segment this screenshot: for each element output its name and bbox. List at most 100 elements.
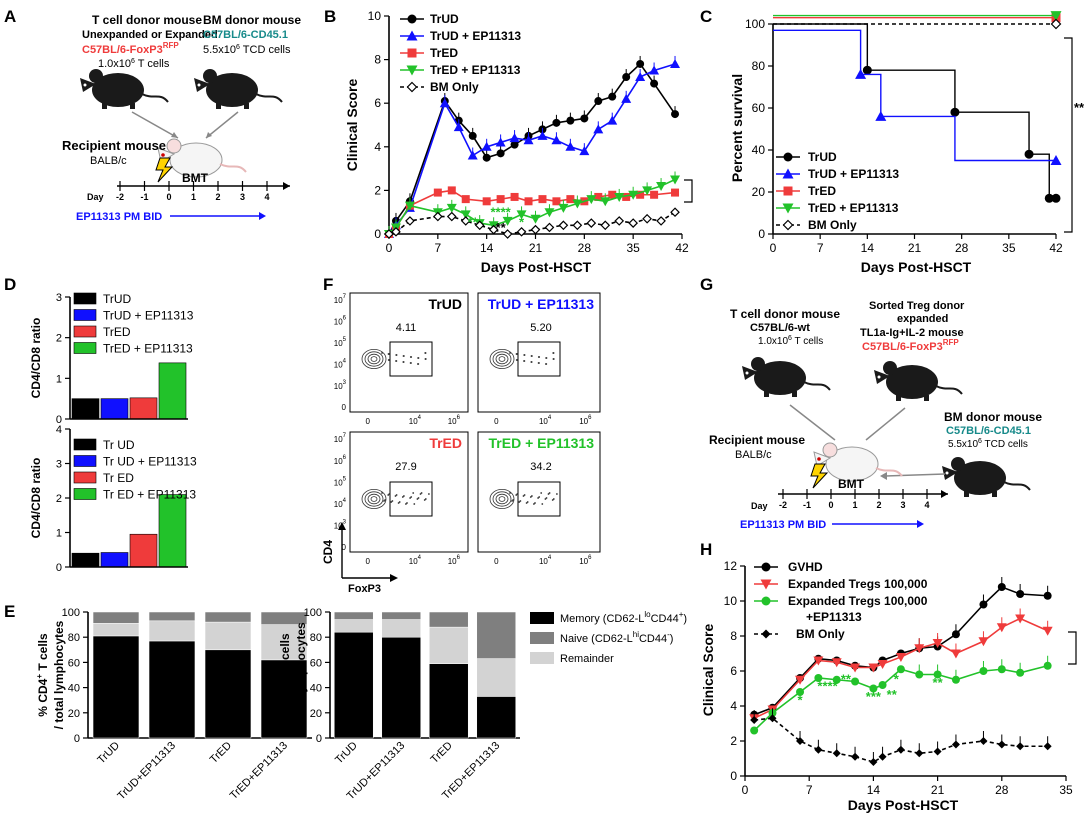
x-tick-label: 106 [448, 555, 461, 566]
day-tick-label: 4 [924, 500, 929, 510]
event-dot [409, 497, 411, 499]
data-point [997, 740, 1006, 749]
data-point [566, 116, 575, 125]
data-point [997, 665, 1006, 674]
event-dot [545, 357, 547, 359]
legend-label-line2: +EP11313 [806, 610, 862, 624]
g-tcell-donor-mouse-icon [741, 356, 831, 398]
contour [498, 356, 506, 362]
x-tick-label: 0 [494, 557, 499, 566]
contour [361, 348, 387, 369]
event-dot [413, 503, 416, 505]
data-point [551, 135, 562, 145]
event-dot [556, 493, 558, 495]
stacked-segment [476, 696, 516, 739]
significance-bracket [684, 179, 693, 203]
significance-bracket [1068, 631, 1077, 665]
data-point [453, 122, 464, 132]
g-treg-title: Sorted Treg donor [869, 300, 965, 312]
g-treg-sub: expanded [897, 313, 948, 325]
x-tick-label: 21 [931, 783, 945, 797]
g-tcell-dose: 1.0x106 T cells [758, 335, 823, 347]
data-point [636, 59, 645, 68]
y-axis-label-2: /total lymphocytes [294, 622, 308, 728]
stacked-segment [204, 621, 252, 651]
stacked-segment [260, 659, 308, 739]
text-part: 7 [343, 433, 347, 439]
y-tick-label: 12 [724, 559, 738, 573]
data-point [566, 195, 575, 204]
stacked-segment [260, 624, 308, 661]
stacked-segment [381, 619, 421, 638]
legend-swatch [73, 438, 97, 451]
g-recipient-strain: BALB/c [735, 449, 772, 461]
y-tick-label: 105 [334, 337, 347, 348]
gate-box [517, 481, 561, 517]
data-point [951, 675, 960, 684]
a-bm-strain: C57BL/6-CD45.1 [203, 29, 288, 41]
day-tick-label: -2 [779, 500, 787, 510]
legend-swatch [73, 342, 97, 354]
day-tick-label: 0 [166, 192, 171, 202]
data-point [461, 195, 470, 204]
y-tick-label: 3 [56, 292, 62, 304]
x-tick-label: 7 [817, 241, 824, 255]
data-point [580, 114, 589, 123]
y-axis-label: Clinical Score [700, 623, 716, 716]
text-part: ) [683, 613, 687, 625]
data-point [552, 118, 561, 127]
data-point [558, 203, 569, 213]
foxp3-arrowhead [390, 574, 398, 582]
data-point [950, 107, 960, 117]
data-point [869, 684, 878, 693]
data-point [951, 630, 960, 639]
contour [370, 496, 378, 502]
text-part: 4 [343, 498, 347, 504]
panel-a-schematic: T cell donor mouse Unexpanded or Expande… [62, 13, 301, 223]
data-point [642, 186, 653, 196]
event-dot [387, 359, 390, 361]
event-dot [424, 352, 427, 354]
x-tick-label: 35 [626, 241, 640, 255]
contour [495, 493, 509, 505]
data-point [650, 190, 659, 199]
day-tick-label: -1 [140, 192, 148, 202]
y-tick-label: 8 [730, 629, 737, 643]
legend-marker [407, 48, 417, 58]
data-point [877, 660, 888, 669]
y-tick-label: 3 [56, 459, 62, 471]
data-point [832, 675, 841, 684]
data-point [1043, 661, 1052, 670]
stacked-segment [92, 611, 140, 624]
g-recipient-title: Recipient mouse [709, 433, 805, 447]
text-part: 10 [409, 417, 418, 426]
x-tick-label: 0 [365, 417, 370, 426]
text-part: 0 [342, 543, 347, 552]
x-tick-label: 0 [365, 557, 370, 566]
data-point [951, 740, 960, 749]
data-point [579, 146, 590, 156]
data-point [832, 749, 841, 758]
significance-annotation: * [894, 671, 900, 686]
event-dot [387, 353, 390, 355]
event-dot [409, 362, 412, 364]
a-bm-title: BM donor mouse [203, 13, 301, 27]
legend-swatch [530, 632, 554, 644]
a-tcell-dose: 1.0x106 T cells [98, 58, 170, 70]
data-point [1050, 18, 1062, 30]
stacked-segment [334, 619, 374, 633]
data-point [622, 73, 631, 82]
g-bmt-label: BMT [838, 477, 865, 491]
significance-annotation: * [797, 692, 803, 707]
event-dot [387, 494, 390, 496]
event-dot [537, 362, 540, 364]
legend-label: Tr UD + EP11313 [103, 455, 197, 469]
text-part: 6 [457, 415, 461, 421]
data-point [530, 214, 541, 224]
data-point [671, 110, 680, 119]
text-part: 4 [548, 415, 552, 421]
text-part: 7 [343, 294, 347, 300]
legend-label: TrED + EP11313 [430, 63, 521, 77]
y-axis-label: Clinical Score [344, 78, 360, 171]
legend-label: TrED [808, 184, 836, 198]
